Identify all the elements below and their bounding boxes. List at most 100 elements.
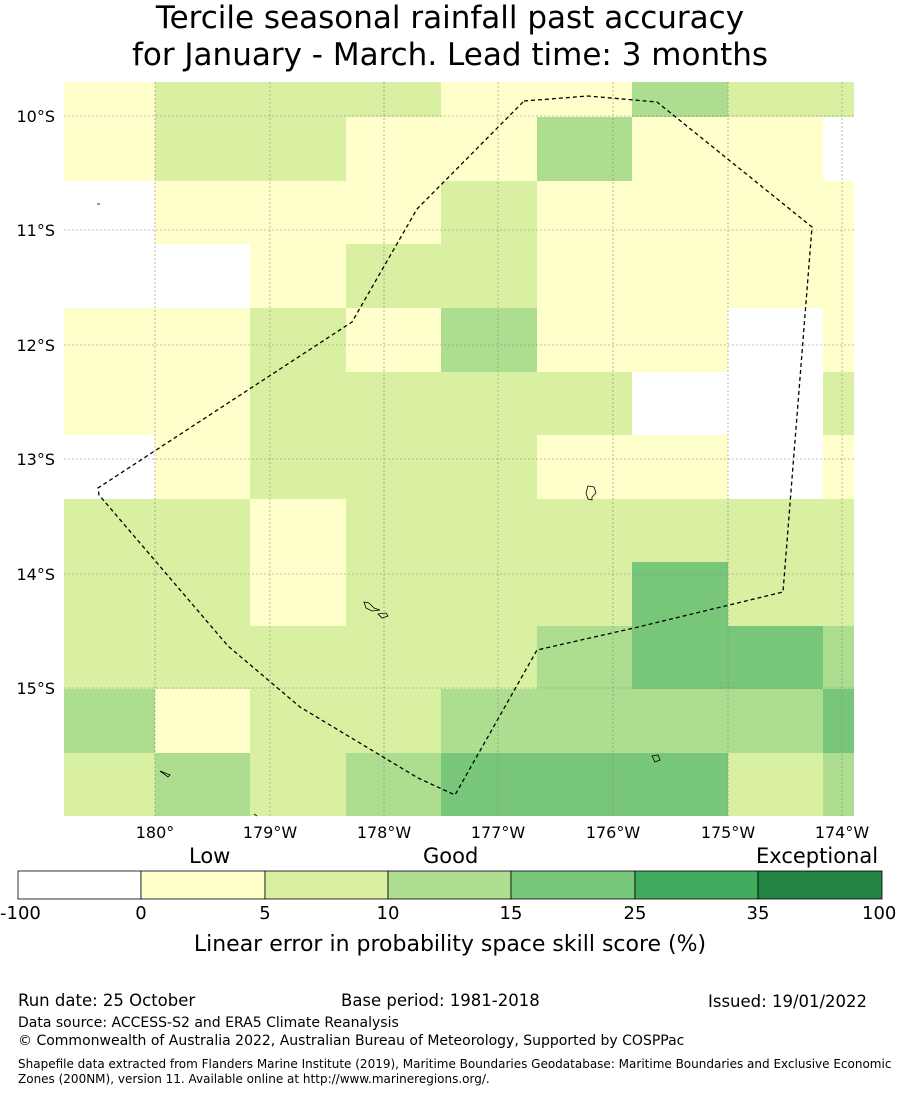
grid-cell bbox=[155, 181, 250, 244]
grid-cell bbox=[632, 753, 728, 816]
grid-cell bbox=[728, 753, 823, 816]
grid-cell bbox=[823, 308, 854, 372]
latitude-label: 10°S bbox=[16, 107, 55, 126]
grid-cell bbox=[823, 181, 854, 244]
colorbar-tick-label: 15 bbox=[499, 903, 523, 924]
grid-cell bbox=[155, 82, 250, 117]
grid-cell bbox=[250, 689, 346, 753]
grid-cell bbox=[64, 181, 155, 244]
grid-cell bbox=[537, 499, 632, 562]
colorbar bbox=[17, 870, 883, 900]
grid-cell bbox=[632, 117, 728, 181]
grid-cell bbox=[64, 82, 155, 117]
grid-cell bbox=[155, 372, 250, 435]
grid-cell bbox=[632, 244, 728, 308]
grid-cell bbox=[728, 499, 823, 562]
grid-cell bbox=[64, 753, 155, 816]
grid-cell bbox=[250, 372, 346, 435]
colorbar-segment bbox=[634, 870, 759, 900]
grid-cell bbox=[250, 181, 346, 244]
grid-cell bbox=[64, 626, 155, 689]
skill-map: 10°S11°S12°S13°S14°S15°S 180° 179°W 178°W 1… bbox=[16, 82, 870, 842]
longitude-label: 175°W bbox=[701, 823, 756, 842]
copyright-notice: © Commonwealth of Australia 2022, Austra… bbox=[18, 1033, 685, 1049]
grid-cell bbox=[823, 82, 854, 117]
latitude-label: 14°S bbox=[16, 565, 55, 584]
grid-cell bbox=[346, 181, 441, 244]
map-title-line-2: for January - March. Lead time: 3 months bbox=[131, 37, 769, 73]
island-outline bbox=[253, 813, 258, 817]
grid-cell bbox=[537, 244, 632, 308]
grid-cell bbox=[64, 117, 155, 181]
island-outline bbox=[363, 601, 381, 612]
grid-cell bbox=[64, 308, 155, 372]
grid-cell bbox=[250, 626, 346, 689]
grid-cell bbox=[632, 626, 728, 689]
longitude-label: 177°W bbox=[471, 823, 526, 842]
grid-cell bbox=[728, 435, 823, 499]
colorbar-tick-label: -100 bbox=[0, 903, 41, 924]
colorbar-tick-label: 5 bbox=[259, 903, 271, 924]
longitude-label: 174°W bbox=[815, 823, 870, 842]
grid-cell bbox=[250, 753, 346, 816]
grid-cell bbox=[441, 689, 537, 753]
colorbar-segment bbox=[757, 870, 883, 900]
grid-cell bbox=[64, 372, 155, 435]
grid-cell bbox=[346, 499, 441, 562]
grid-cell bbox=[441, 435, 537, 499]
longitude-labels: 180° 179°W 178°W 177°W 176°W 175°W 174°W bbox=[136, 823, 870, 842]
grid-cell bbox=[155, 689, 250, 753]
grid-cell bbox=[728, 626, 823, 689]
shapefile-credit-line-2: Zones (200NM), version 11. Available onl… bbox=[18, 1072, 490, 1086]
grid-cell bbox=[632, 372, 728, 435]
colorbar-title: Linear error in probability space skill … bbox=[193, 932, 707, 957]
grid-cell bbox=[346, 372, 441, 435]
grid-cell bbox=[728, 117, 823, 181]
grid-cell bbox=[250, 562, 346, 626]
run-date: Run date: 25 October bbox=[18, 991, 196, 1010]
grid-cell bbox=[537, 181, 632, 244]
legend-label-good: Good bbox=[423, 844, 479, 868]
issued-date: Issued: 19/01/2022 bbox=[708, 992, 868, 1011]
grid-cell bbox=[441, 499, 537, 562]
colorbar-segment bbox=[140, 870, 266, 900]
grid-cell bbox=[823, 689, 854, 753]
latitude-label: 11°S bbox=[16, 221, 55, 240]
longitude-label: 178°W bbox=[357, 823, 412, 842]
legend-label-exceptional: Exceptional bbox=[756, 844, 879, 868]
grid-cell bbox=[64, 244, 155, 308]
grid-cell bbox=[728, 308, 823, 372]
grid-cell bbox=[823, 435, 854, 499]
grid-cell bbox=[632, 562, 728, 626]
latitude-label: 12°S bbox=[16, 336, 55, 355]
grid-cell bbox=[346, 435, 441, 499]
grid-cell bbox=[441, 372, 537, 435]
grid-cell bbox=[537, 562, 632, 626]
grid-cell bbox=[632, 308, 728, 372]
grid-cell bbox=[346, 117, 441, 181]
grid-cell bbox=[64, 562, 155, 626]
grid-cell bbox=[441, 181, 537, 244]
eez-boundary bbox=[97, 95, 813, 796]
grid-cell bbox=[441, 244, 537, 308]
grid-cell bbox=[64, 689, 155, 753]
grid-cell bbox=[728, 372, 823, 435]
longitude-label: 176°W bbox=[586, 823, 641, 842]
grid-cell bbox=[537, 753, 632, 816]
grid-cell bbox=[728, 181, 823, 244]
colorbar-segments bbox=[17, 870, 883, 900]
grid-cell bbox=[823, 117, 854, 181]
grid-cell bbox=[346, 626, 441, 689]
latitude-label: 15°S bbox=[16, 679, 55, 698]
colorbar-tick-label: 35 bbox=[746, 903, 770, 924]
grid-cell bbox=[823, 562, 854, 626]
grid-cell bbox=[632, 689, 728, 753]
grid-cell bbox=[728, 562, 823, 626]
grid-cell bbox=[537, 372, 632, 435]
grid-cell bbox=[155, 244, 250, 308]
grid-cell bbox=[346, 82, 441, 117]
colorbar-segment bbox=[510, 870, 636, 900]
island-outline bbox=[159, 770, 171, 778]
colorbar-segment bbox=[17, 870, 142, 900]
grid-cell bbox=[632, 499, 728, 562]
